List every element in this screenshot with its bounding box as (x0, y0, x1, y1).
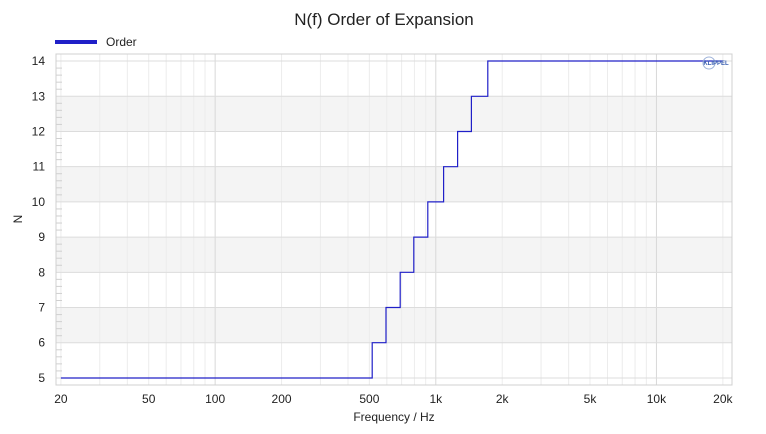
y-tick-label: 14 (32, 54, 46, 68)
y-tick-labels: 5 6 7 8 9 10 11 12 13 14 (32, 54, 46, 385)
y-tick-label: 8 (38, 265, 45, 279)
y-tick-label: 10 (32, 195, 46, 209)
series-order-line (60, 60, 723, 379)
x-tick-label: 500 (359, 392, 379, 406)
y-tick-label: 13 (32, 89, 46, 103)
klippel-watermark: KLIPPEL (703, 61, 729, 67)
plot-bands (56, 96, 732, 343)
grid-lines (56, 54, 732, 385)
plot-border (55, 53, 733, 386)
grid-band (56, 307, 732, 343)
x-tick-label: 100 (205, 392, 225, 406)
y-tick-label: 11 (33, 160, 46, 174)
legend-label: Order (106, 35, 137, 49)
grid-band (56, 237, 732, 273)
y-axis-label: N (11, 215, 25, 224)
x-tick-label: 200 (272, 392, 292, 406)
x-tick-label: 20k (713, 392, 733, 406)
y-tick-label: 5 (38, 371, 45, 385)
x-tick-labels: 20 50 100 200 500 1k 2k 5k 10k 20k (54, 392, 733, 406)
x-tick-label: 20 (54, 392, 68, 406)
legend: Order (55, 35, 137, 49)
grid-band (56, 166, 732, 202)
y-tick-label: 9 (38, 230, 45, 244)
klippel-logo: KLIPPEL (702, 56, 729, 70)
x-tick-label: 2k (496, 392, 510, 406)
series-layer (60, 60, 723, 379)
x-axis-label: Frequency / Hz (353, 410, 434, 424)
y-tick-label: 7 (38, 301, 45, 315)
y-tick-label: 12 (32, 124, 46, 138)
x-tick-label: 5k (584, 392, 598, 406)
x-tick-label: 50 (142, 392, 156, 406)
x-tick-label: 1k (429, 392, 443, 406)
chart-title: N(f) Order of Expansion (294, 10, 474, 29)
grid-band (56, 96, 732, 132)
x-tick-label: 10k (647, 392, 667, 406)
y-tick-label: 6 (38, 336, 45, 350)
